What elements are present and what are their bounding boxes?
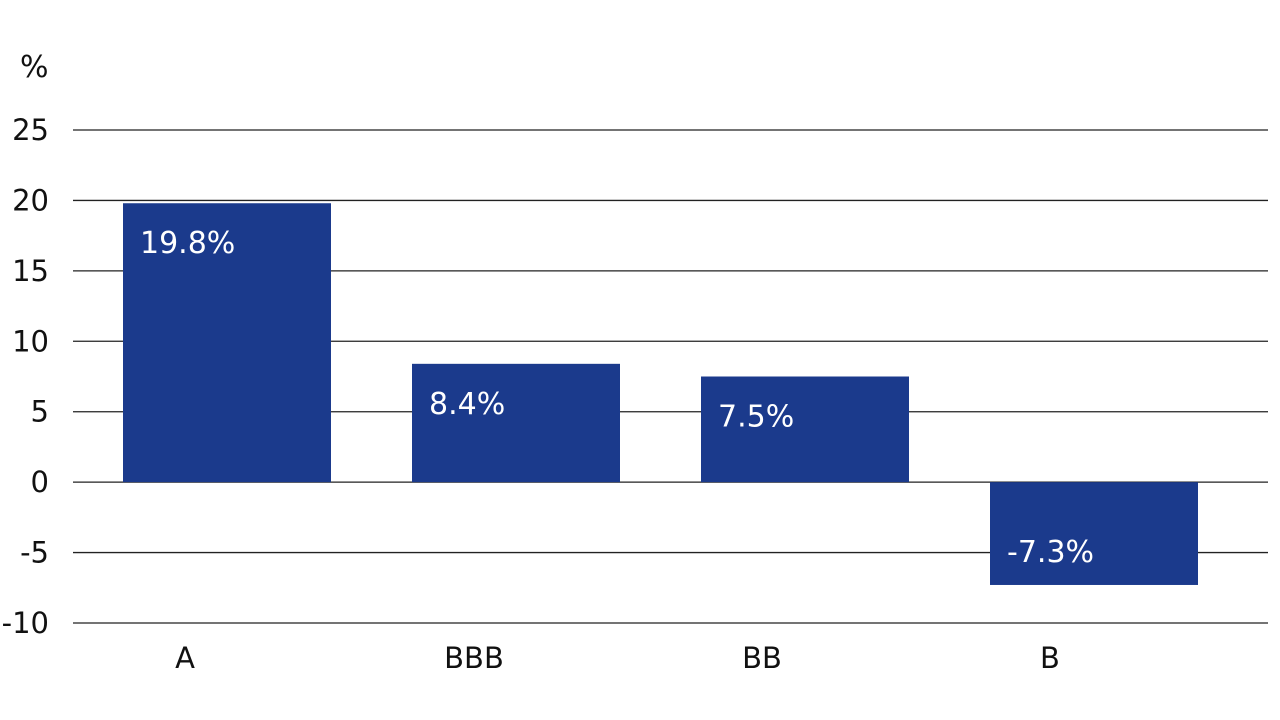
x-tick-label: B <box>1040 641 1060 675</box>
x-tick-label: BBB <box>444 641 504 675</box>
bar-a <box>123 203 331 483</box>
y-tick-label: 20 <box>12 183 49 217</box>
data-label: 7.5% <box>718 400 794 435</box>
y-tick-label: 10 <box>12 324 49 358</box>
y-tick-label: -5 <box>20 536 49 570</box>
x-tick-label: BB <box>742 641 782 675</box>
y-axis-unit-label: % <box>20 50 49 85</box>
y-axis-tick-labels: 25 20 15 10 5 0 -5 -10 <box>2 113 49 640</box>
x-tick-label: A <box>175 641 195 675</box>
bars <box>123 203 1198 585</box>
data-label: 8.4% <box>429 387 505 422</box>
y-tick-label: 0 <box>31 465 49 499</box>
data-label: -7.3% <box>1007 535 1094 570</box>
y-tick-label: -10 <box>2 606 49 640</box>
data-label: 19.8% <box>140 226 235 261</box>
data-labels: 19.8% 8.4% 7.5% -7.3% <box>140 226 1094 570</box>
y-tick-label: 25 <box>12 113 49 147</box>
bar-b <box>990 482 1198 585</box>
y-tick-label: 15 <box>12 254 49 288</box>
y-tick-label: 5 <box>31 395 49 429</box>
bar-bb <box>701 376 909 483</box>
bar-bbb <box>412 363 620 483</box>
x-axis-category-labels: A BBB BB B <box>175 641 1060 675</box>
